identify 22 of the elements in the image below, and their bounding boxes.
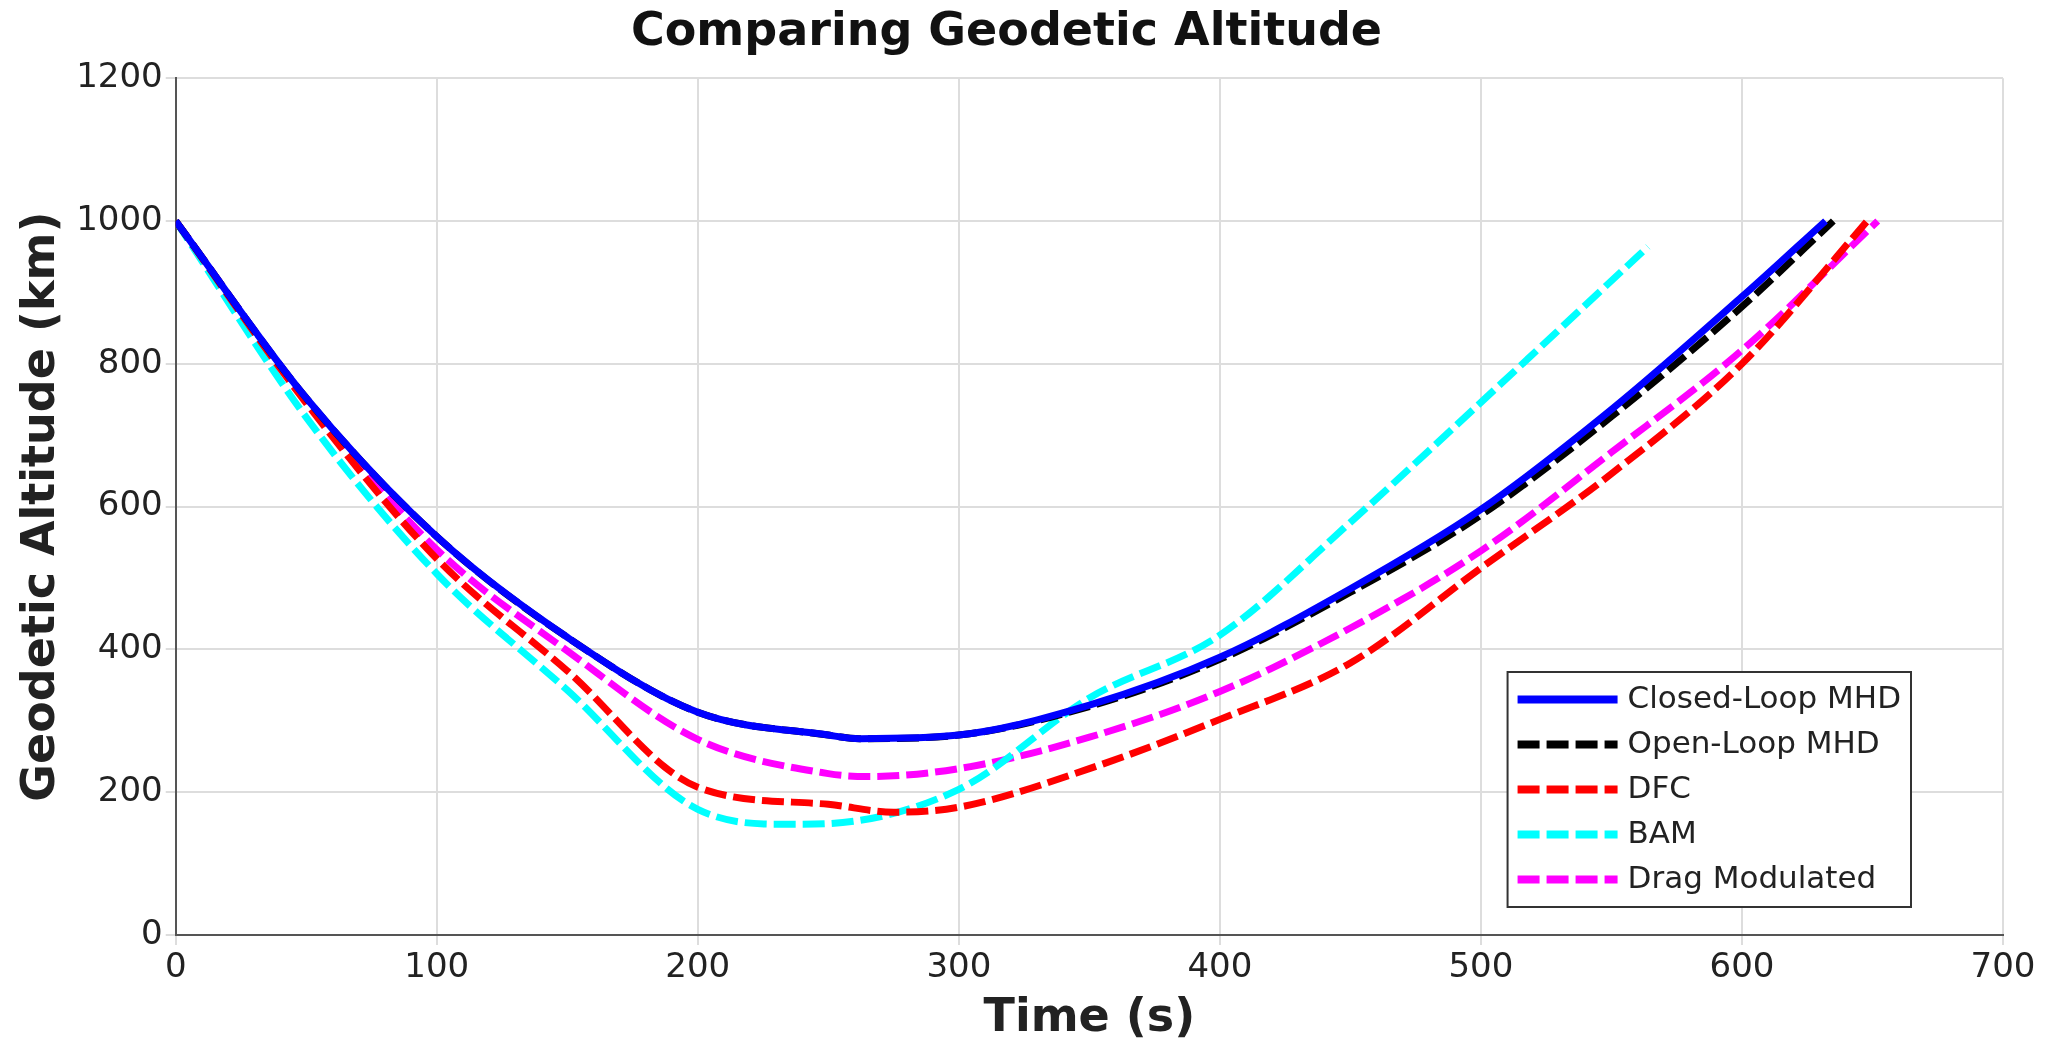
y-tick-label: 200 [97,769,163,810]
y-tick-label: 800 [97,340,163,381]
x-axis-title: Time (s) [983,988,1196,1043]
legend-label: DFC [1627,768,1691,805]
chart-title: Comparing Geodetic Altitude [630,1,1383,56]
y-tick-label: 1200 [76,55,163,96]
legend-label: BAM [1627,813,1697,850]
y-tick-label: 600 [97,483,163,524]
x-tick-label: 600 [1709,945,1775,986]
y-tick-label: 400 [97,626,163,667]
legend-label: Open-Loop MHD [1627,723,1880,760]
legend-label: Drag Modulated [1627,858,1877,895]
x-tick-label: 500 [1448,945,1514,986]
y-axis-title: Geodetic Altitude (km) [10,211,65,802]
legend-label: Closed-Loop MHD [1627,678,1902,715]
x-tick-label: 100 [404,945,470,986]
x-tick-label: 400 [1187,945,1253,986]
x-tick-label: 700 [1970,945,2036,986]
y-tick-label: 0 [141,911,163,952]
x-tick-label: 300 [926,945,992,986]
y-tick-label: 1000 [76,197,163,238]
x-tick-label: 200 [665,945,731,986]
